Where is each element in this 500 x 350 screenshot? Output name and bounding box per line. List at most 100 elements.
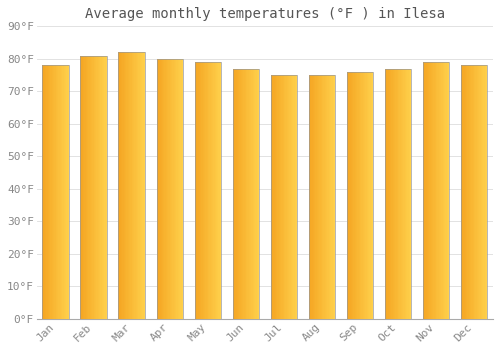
Bar	[194, 62, 196, 319]
Bar	[132, 52, 133, 319]
Bar	[163, 59, 164, 319]
Bar	[158, 59, 159, 319]
Bar	[142, 52, 144, 319]
Bar	[426, 62, 428, 319]
Bar	[167, 59, 168, 319]
Bar	[68, 65, 69, 319]
Bar	[270, 75, 297, 319]
Bar	[166, 59, 167, 319]
Bar	[400, 69, 402, 319]
Bar	[126, 52, 128, 319]
Bar	[280, 75, 281, 319]
Bar	[54, 65, 56, 319]
Bar	[62, 65, 64, 319]
Bar	[272, 75, 274, 319]
Bar	[45, 65, 46, 319]
Bar	[390, 69, 392, 319]
Bar	[404, 69, 406, 319]
Bar	[248, 69, 250, 319]
Bar	[406, 69, 407, 319]
Bar	[352, 72, 354, 319]
Bar	[180, 59, 182, 319]
Bar	[384, 69, 411, 319]
Bar	[486, 65, 488, 319]
Bar	[141, 52, 142, 319]
Bar	[125, 52, 126, 319]
Bar	[308, 75, 310, 319]
Bar	[95, 56, 96, 319]
Bar	[442, 62, 444, 319]
Bar	[296, 75, 297, 319]
Bar	[49, 65, 50, 319]
Bar	[448, 62, 450, 319]
Bar	[270, 75, 272, 319]
Bar	[210, 62, 212, 319]
Bar	[80, 56, 107, 319]
Bar	[470, 65, 472, 319]
Bar	[308, 75, 335, 319]
Bar	[239, 69, 240, 319]
Bar	[176, 59, 178, 319]
Bar	[372, 72, 374, 319]
Bar	[168, 59, 170, 319]
Bar	[350, 72, 352, 319]
Bar	[57, 65, 58, 319]
Bar	[466, 65, 468, 319]
Bar	[276, 75, 277, 319]
Bar	[42, 65, 69, 319]
Bar	[358, 72, 360, 319]
Bar	[136, 52, 137, 319]
Bar	[66, 65, 68, 319]
Bar	[137, 52, 138, 319]
Bar	[242, 69, 243, 319]
Bar	[240, 69, 242, 319]
Bar	[460, 65, 487, 319]
Bar	[482, 65, 484, 319]
Bar	[217, 62, 218, 319]
Bar	[354, 72, 356, 319]
Bar	[320, 75, 322, 319]
Bar	[58, 65, 59, 319]
Bar	[104, 56, 106, 319]
Bar	[130, 52, 132, 319]
Bar	[80, 56, 82, 319]
Bar	[205, 62, 206, 319]
Bar	[446, 62, 448, 319]
Bar	[156, 59, 183, 319]
Bar	[140, 52, 141, 319]
Bar	[83, 56, 84, 319]
Bar	[129, 52, 130, 319]
Bar	[94, 56, 95, 319]
Bar	[386, 69, 388, 319]
Bar	[52, 65, 53, 319]
Title: Average monthly temperatures (°F ) in Ilesa: Average monthly temperatures (°F ) in Il…	[85, 7, 445, 21]
Bar	[197, 62, 198, 319]
Bar	[316, 75, 318, 319]
Bar	[213, 62, 214, 319]
Bar	[432, 62, 434, 319]
Bar	[218, 62, 220, 319]
Bar	[202, 62, 204, 319]
Bar	[422, 62, 450, 319]
Bar	[256, 69, 258, 319]
Bar	[255, 69, 256, 319]
Bar	[179, 59, 180, 319]
Bar	[424, 62, 426, 319]
Bar	[196, 62, 197, 319]
Bar	[212, 62, 213, 319]
Bar	[103, 56, 104, 319]
Bar	[84, 56, 86, 319]
Bar	[118, 52, 120, 319]
Bar	[438, 62, 440, 319]
Bar	[252, 69, 254, 319]
Bar	[86, 56, 87, 319]
Bar	[42, 65, 44, 319]
Bar	[50, 65, 51, 319]
Bar	[294, 75, 296, 319]
Bar	[478, 65, 480, 319]
Bar	[440, 62, 442, 319]
Bar	[60, 65, 61, 319]
Bar	[396, 69, 398, 319]
Bar	[232, 69, 259, 319]
Bar	[284, 75, 285, 319]
